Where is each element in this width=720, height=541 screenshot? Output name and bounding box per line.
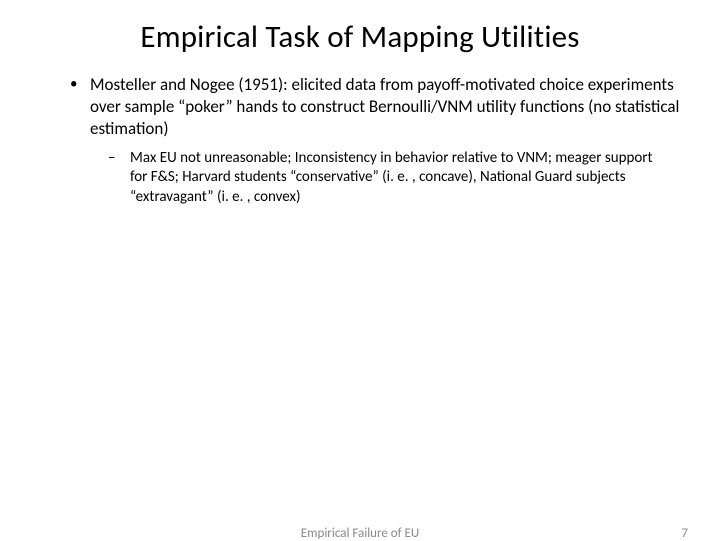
page-number: 7 — [681, 526, 688, 541]
bullet-level-2: – Max EU not unreasonable; Inconsistency… — [108, 149, 680, 207]
bullet-dash-icon: – — [108, 149, 130, 207]
bullet-l1-text: Mosteller and Nogee (1951): elicited dat… — [90, 74, 680, 139]
slide-title: Empirical Task of Mapping Utilities — [40, 18, 680, 56]
bullet-level-1: • Mosteller and Nogee (1951): elicited d… — [70, 74, 680, 139]
bullet-l2-text: Max EU not unreasonable; Inconsistency i… — [130, 149, 680, 207]
footer-center-text: Empirical Failure of EU — [301, 526, 419, 541]
bullet-dot-icon: • — [70, 74, 90, 139]
slide: Empirical Task of Mapping Utilities • Mo… — [0, 0, 720, 540]
